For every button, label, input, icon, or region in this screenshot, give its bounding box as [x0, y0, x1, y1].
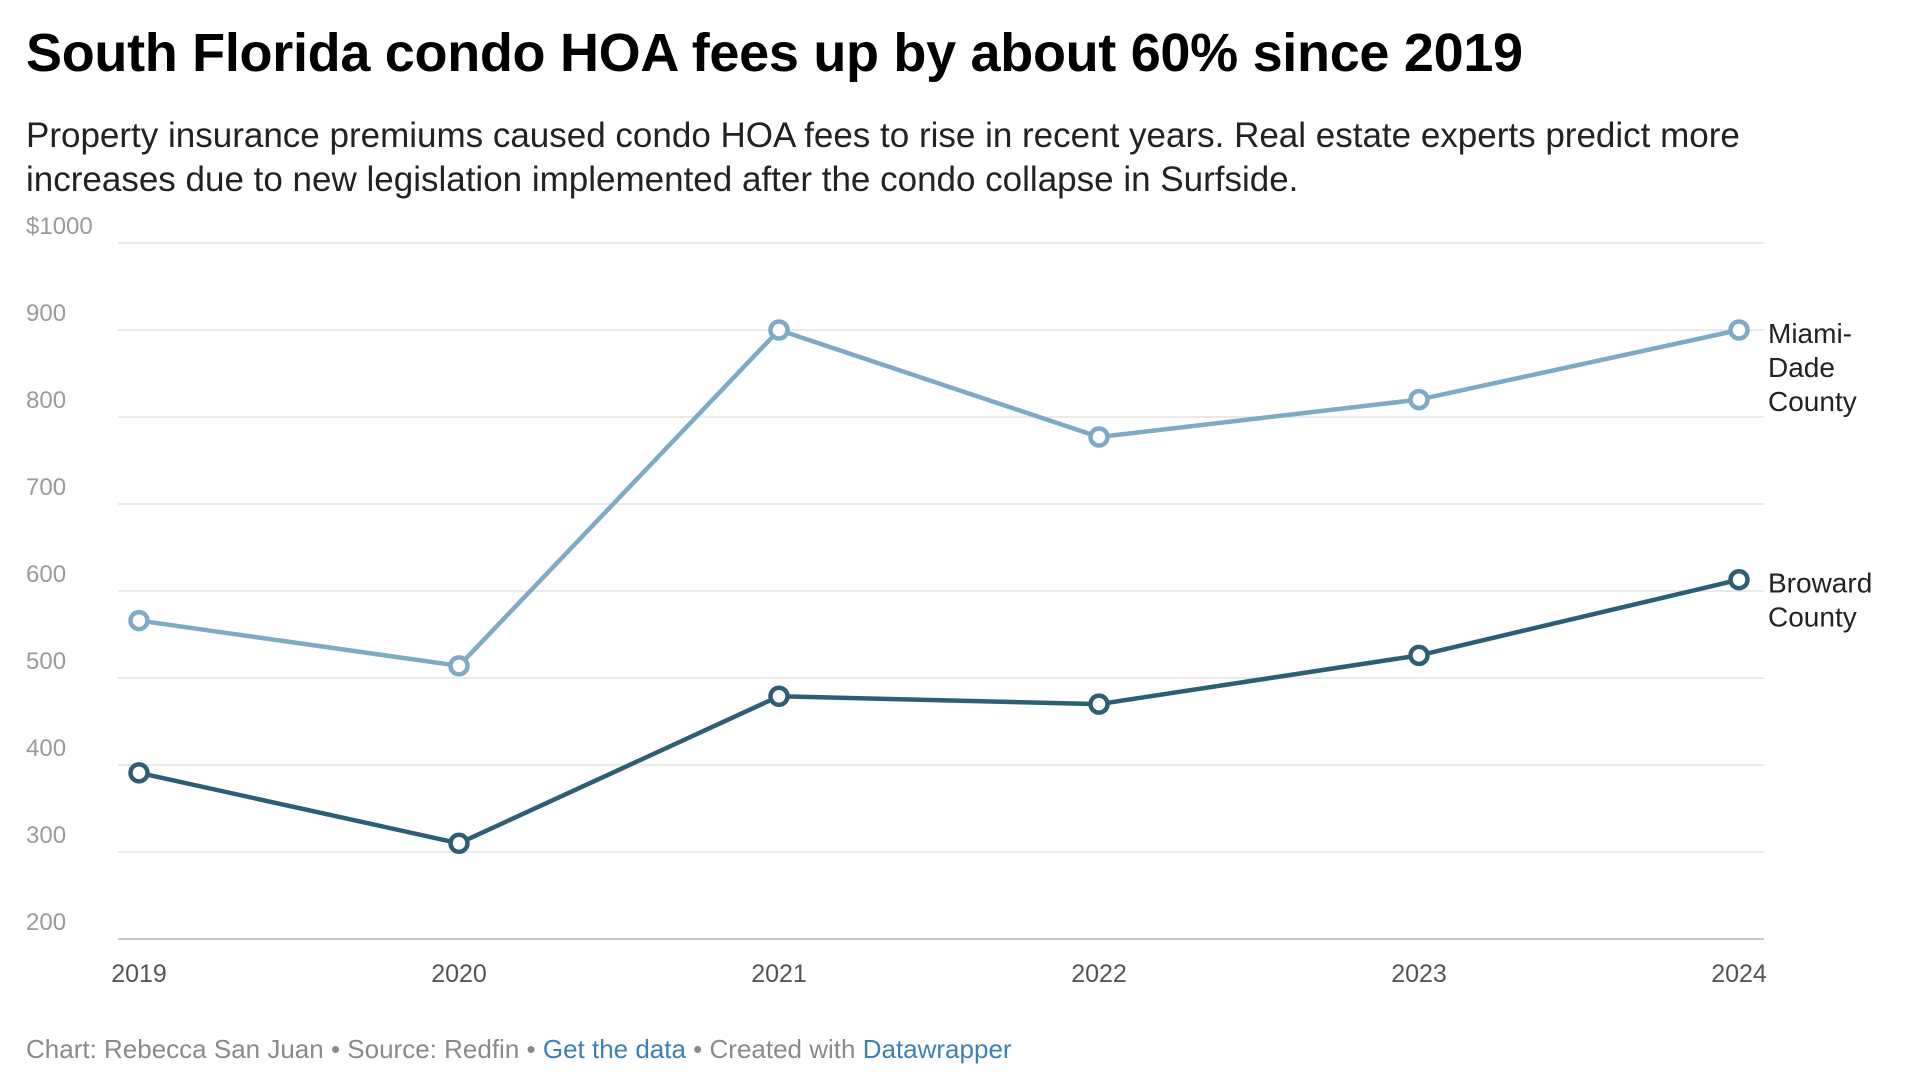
miami-dade-county-label-line: County: [1768, 386, 1857, 417]
chart-footer: Chart: Rebecca San Juan • Source: Redfin…: [26, 1034, 1012, 1065]
chart-subtitle: Property insurance premiums caused condo…: [26, 116, 1740, 199]
broward-county-point: [128, 762, 150, 784]
broward-county-point: [1408, 644, 1430, 667]
miami-dade-county-line: [136, 327, 1742, 669]
x-tick-label: 2020: [431, 960, 487, 988]
broward-county-label-line: Broward: [1768, 568, 1872, 599]
separator: •: [323, 1034, 348, 1064]
y-tick-label: 700: [26, 474, 66, 501]
datawrapper-link[interactable]: Datawrapper: [862, 1034, 1012, 1064]
separator: •: [519, 1034, 543, 1064]
gridlines: [118, 242, 1764, 940]
chart-title: South Florida condo HOA fees up by about…: [26, 23, 1523, 83]
broward-county-point: [768, 685, 790, 708]
miami-dade-county-label-line: Miami-: [1768, 318, 1852, 349]
x-tick-label: 2024: [1711, 960, 1767, 988]
miami-dade-county-point: [1088, 426, 1110, 448]
y-tick-label: 300: [26, 822, 66, 849]
y-tick-label: 800: [26, 387, 66, 414]
x-tick-label: 2022: [1071, 960, 1127, 988]
broward-county-point: [448, 832, 470, 855]
miami-dade-county-point: [448, 655, 470, 677]
x-tick-label: 2021: [751, 960, 807, 988]
miami-dade-county-label: Miami-Dade County: [1768, 318, 1857, 417]
y-tick-label: 600: [26, 561, 66, 588]
y-tick-label: $1000: [26, 213, 93, 240]
created-with-text: Created with: [709, 1034, 863, 1064]
broward-county-label: Broward County: [1768, 568, 1872, 633]
y-tick-label: 400: [26, 735, 66, 762]
miami-dade-county-point: [1728, 319, 1750, 341]
y-tick-label: 500: [26, 648, 66, 675]
get-data-link[interactable]: Get the data: [542, 1034, 686, 1064]
broward-county-label-line: County: [1768, 602, 1857, 633]
miami-dade-county-point: [1408, 388, 1430, 411]
y-tick-label: 200: [26, 909, 66, 936]
x-tick-label: 2019: [111, 960, 167, 988]
source-text: Source: Redfin: [347, 1034, 520, 1064]
separator: •: [685, 1034, 710, 1064]
x-axis-ticks: 2019 2020 2021 2022 2023 2024: [111, 960, 1767, 988]
x-tick-label: 2023: [1391, 960, 1447, 988]
broward-county-point: [1728, 568, 1750, 591]
broward-county-point: [1088, 693, 1110, 715]
y-axis-ticks: 200 300 400 500 600 700 800 900 $1000: [26, 213, 93, 936]
series-layer: [128, 319, 1750, 855]
y-tick-label: 900: [26, 300, 66, 327]
broward-county-line: [136, 577, 1742, 846]
miami-dade-county-point: [128, 609, 150, 632]
credit-text: Chart: Rebecca San Juan: [26, 1034, 324, 1064]
miami-dade-county-label-line: Dade: [1768, 352, 1835, 383]
miami-dade-county-point: [768, 319, 790, 341]
